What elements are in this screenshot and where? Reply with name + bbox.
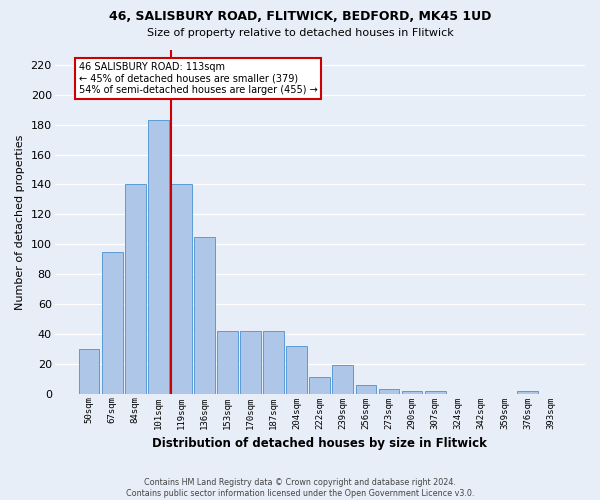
Bar: [286, 346, 307, 394]
Bar: [332, 366, 353, 394]
Y-axis label: Number of detached properties: Number of detached properties: [15, 134, 25, 310]
Bar: [217, 331, 238, 394]
Bar: [125, 184, 146, 394]
Bar: [379, 389, 400, 394]
Text: Contains HM Land Registry data © Crown copyright and database right 2024.
Contai: Contains HM Land Registry data © Crown c…: [126, 478, 474, 498]
Bar: [517, 390, 538, 394]
Bar: [356, 384, 376, 394]
Text: 46, SALISBURY ROAD, FLITWICK, BEDFORD, MK45 1UD: 46, SALISBURY ROAD, FLITWICK, BEDFORD, M…: [109, 10, 491, 23]
Text: 46 SALISBURY ROAD: 113sqm
← 45% of detached houses are smaller (379)
54% of semi: 46 SALISBURY ROAD: 113sqm ← 45% of detac…: [79, 62, 317, 95]
Bar: [79, 349, 100, 394]
Text: Size of property relative to detached houses in Flitwick: Size of property relative to detached ho…: [146, 28, 454, 38]
Bar: [263, 331, 284, 394]
Bar: [148, 120, 169, 394]
Bar: [310, 377, 330, 394]
Bar: [425, 390, 446, 394]
Bar: [102, 252, 122, 394]
Bar: [171, 184, 192, 394]
Bar: [240, 331, 261, 394]
Bar: [194, 237, 215, 394]
X-axis label: Distribution of detached houses by size in Flitwick: Distribution of detached houses by size …: [152, 437, 487, 450]
Bar: [401, 390, 422, 394]
